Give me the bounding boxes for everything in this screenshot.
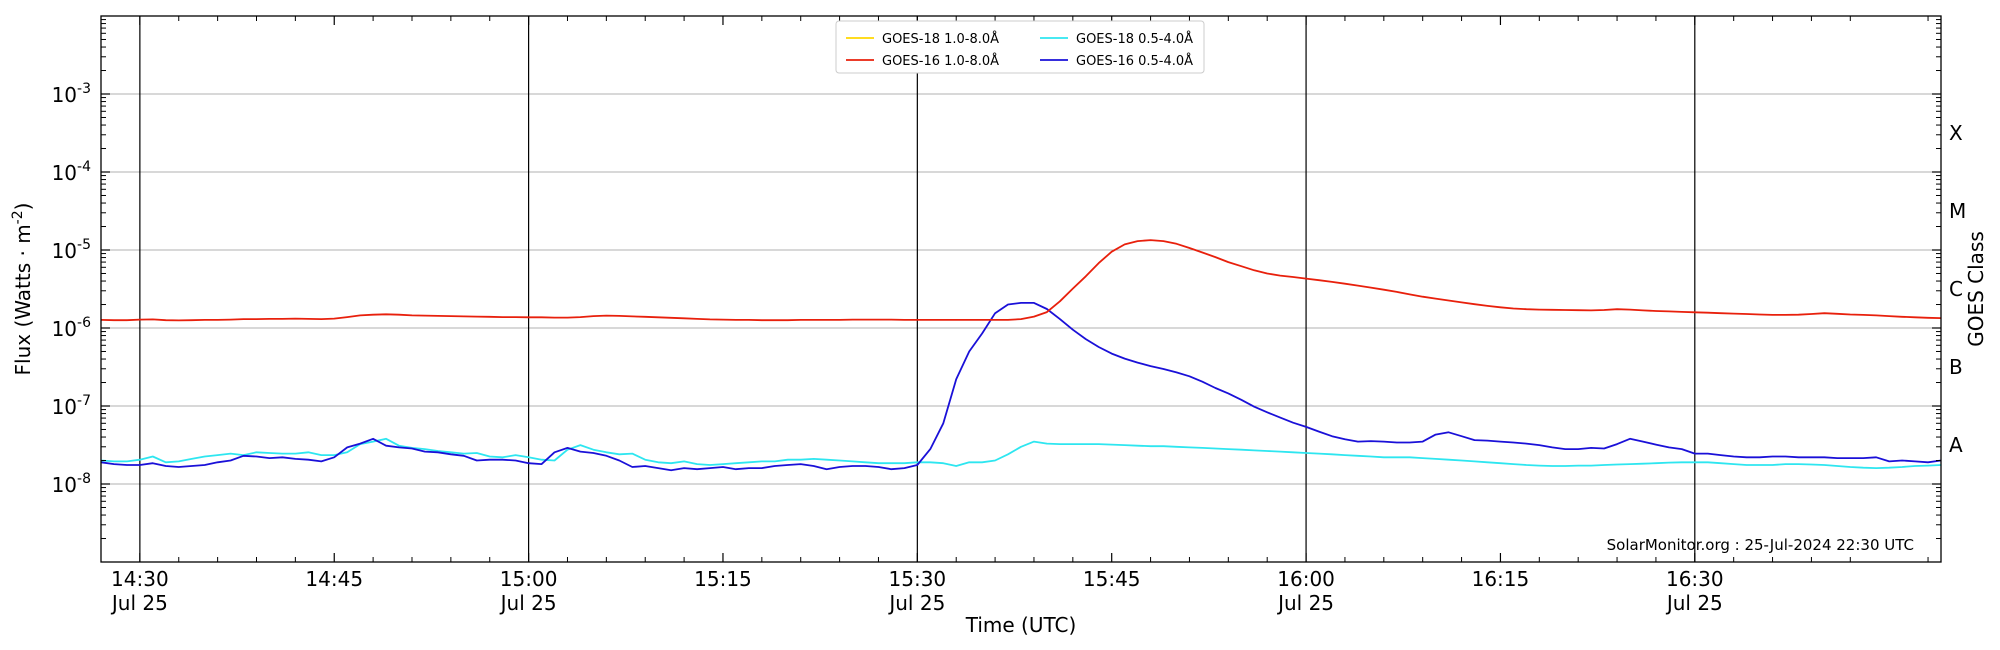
plot-frame [100,15,1942,563]
goes-class-label: A [1949,433,1963,457]
right-axis-title: GOES Class [1964,231,1988,347]
legend-label: GOES-18 0.5-4.0Å [1076,31,1193,47]
x-tick-label: 14:45 [305,567,363,591]
y-tick-label: 10-6 [52,315,92,341]
series-line [101,239,1941,322]
legend-label: GOES-18 1.0-8.0Å [882,31,999,47]
data-series [101,239,1941,472]
x-tick-date-label: Jul 25 [110,591,168,615]
legend-label: GOES-16 1.0-8.0Å [882,53,999,69]
series-line [101,437,1941,470]
legend: GOES-18 1.0-8.0Å GOES-18 0.5-4.0Å GOES-16 … [835,20,1205,74]
y-tick-label: 10-4 [52,159,92,185]
series-line [101,301,1941,472]
legend-frame [835,20,1205,74]
x-axis-title: Time (UTC) [965,613,1077,637]
legend-label: GOES-16 0.5-4.0Å [1076,53,1193,69]
goes-class-label: X [1949,121,1963,145]
goes-class-labels: A B C M X [1949,121,1966,457]
x-tick-label: 15:30 [889,567,947,591]
gridlines [101,93,1941,485]
y-tick-label: 10-3 [52,81,91,107]
x-tick-date-label: Jul 25 [1276,591,1334,615]
y-axis-ticks: 10-8 10-7 10-6 10-5 10-4 10-3 [52,19,1941,540]
x-tick-label: 15:45 [1083,567,1141,591]
x-tick-date-label: Jul 25 [887,591,945,615]
goes-class-label: B [1949,355,1963,379]
goes-class-label: M [1949,199,1966,223]
y-tick-label: 10-5 [52,237,91,263]
x-tick-label: 16:15 [1472,567,1530,591]
x-tick-label: 15:15 [694,567,752,591]
y-axis-title: Flux (Watts · m-2) [10,203,35,376]
goes-class-label: C [1949,277,1963,301]
x-tick-label: 16:00 [1277,567,1335,591]
x-tick-label: 14:30 [111,567,169,591]
day-vertical-lines [139,16,1696,562]
x-tick-label: 15:00 [500,567,558,591]
y-tick-label: 10-7 [52,393,91,419]
x-tick-date-label: Jul 25 [499,591,557,615]
x-tick-date-label: Jul 25 [1665,591,1723,615]
x-tick-label: 16:30 [1666,567,1724,591]
credit-text: SolarMonitor.org : 25-Jul-2024 22:30 UTC [1607,536,1914,554]
y-tick-label: 10-8 [52,471,91,497]
